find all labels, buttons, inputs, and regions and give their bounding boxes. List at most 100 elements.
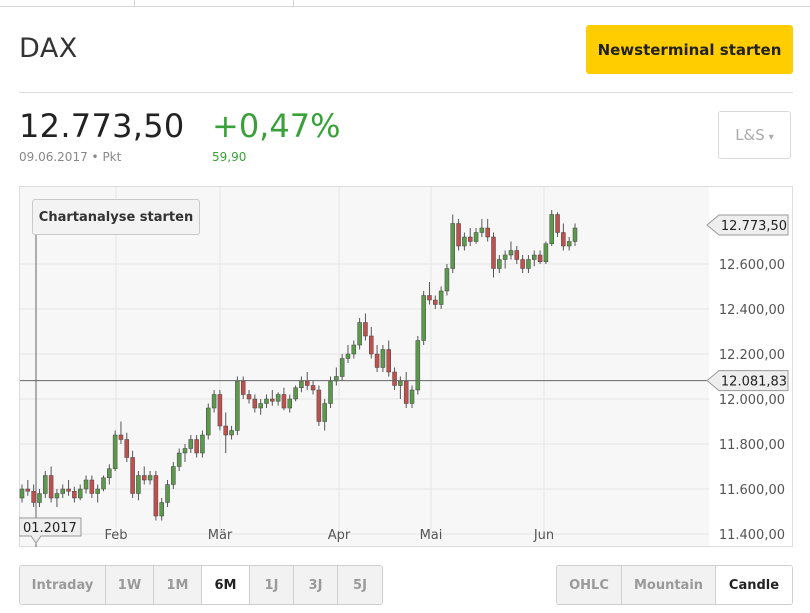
candle (473, 232, 479, 242)
candle (433, 299, 438, 305)
chart-type-ohlc[interactable]: OHLC (557, 566, 622, 604)
exchange-label: L&S (735, 126, 765, 144)
y-tick-label: 12.400,00 (719, 303, 785, 318)
candle (520, 259, 525, 269)
candle (188, 439, 194, 449)
candle (351, 344, 357, 355)
chart-canvas[interactable]: 11.400,00 11.600,00 11.800,00 12.000,00 12.2… (19, 186, 793, 547)
range-tab-3j[interactable]: 3J (294, 566, 338, 604)
change-absolute: 59,90 (212, 150, 247, 164)
chart-type-mountain[interactable]: Mountain (622, 566, 716, 604)
candle (37, 493, 42, 503)
candle (316, 389, 322, 422)
candle (444, 268, 450, 292)
range-tab-5j[interactable]: 5J (338, 566, 382, 604)
candle (31, 491, 36, 503)
candle (252, 398, 258, 409)
candle (566, 241, 572, 247)
candle (229, 430, 234, 436)
candle (264, 398, 269, 404)
candle (206, 407, 211, 436)
candle (77, 488, 83, 499)
top-tab-strip (0, 0, 810, 7)
candle (182, 448, 188, 454)
candle (543, 243, 549, 262)
candle (328, 380, 333, 404)
price-unit: Pkt (102, 150, 122, 164)
range-selector: Intraday 1W 1M 6M 1J 3J 5J (19, 565, 383, 605)
plot-background (20, 187, 709, 546)
chart-type-candle[interactable]: Candle (716, 566, 792, 604)
candle (479, 227, 485, 233)
candle (165, 484, 170, 503)
y-tick-label: 11.800,00 (719, 438, 785, 453)
exchange-select[interactable]: L&S ▾ (718, 111, 791, 159)
y-tick-label: 11.400,00 (719, 528, 785, 543)
candle (532, 254, 537, 260)
candle (124, 439, 130, 458)
range-tab-intraday[interactable]: Intraday (20, 566, 106, 604)
chart-type-selector: OHLC Mountain Candle (556, 565, 793, 605)
candle (369, 335, 374, 355)
candle (293, 387, 298, 400)
candle (112, 434, 118, 469)
x-tick-label: Feb (104, 528, 127, 543)
candle (48, 475, 54, 499)
price-chart[interactable]: 11.400,00 11.600,00 11.800,00 12.000,00 12.2… (19, 186, 793, 547)
candle (83, 479, 89, 490)
candle (502, 254, 508, 260)
candle (200, 434, 205, 454)
range-tab-1w[interactable]: 1W (106, 566, 154, 604)
y-tick-label: 12.600,00 (719, 258, 785, 273)
candle (258, 403, 263, 409)
candle (299, 380, 304, 388)
crosshair-date-box (19, 517, 82, 544)
candle (526, 259, 531, 269)
x-tick-label: Apr (328, 528, 351, 543)
candle (555, 214, 560, 233)
candle (171, 466, 176, 485)
candle (223, 425, 228, 436)
header-divider (19, 92, 793, 93)
candle (194, 439, 199, 454)
candle (467, 236, 473, 242)
y-tick-label: 12.000,00 (719, 393, 785, 408)
candle (310, 385, 316, 391)
candle (43, 475, 48, 494)
candle (403, 380, 409, 404)
candle (392, 371, 397, 386)
candle (491, 236, 496, 269)
range-tab-1m[interactable]: 1M (154, 566, 202, 604)
candle (386, 349, 391, 373)
candle (66, 488, 71, 492)
price-date: 09.06.2017 (19, 150, 88, 164)
candle (409, 389, 415, 404)
candle (462, 236, 467, 247)
y-tick-label: 11.600,00 (719, 483, 785, 498)
candle (217, 394, 223, 427)
candle (485, 227, 490, 238)
candle (572, 227, 578, 242)
candle (19, 488, 25, 499)
chart-analysis-button[interactable]: Chartanalyse starten (32, 199, 200, 235)
candle (246, 394, 252, 400)
active-page-tab[interactable] (134, 0, 294, 6)
newsterminal-button[interactable]: Newsterminal starten (586, 25, 793, 74)
candle (118, 434, 124, 440)
y-tick-label: 12.200,00 (719, 348, 785, 363)
candle (497, 259, 502, 269)
candle (374, 353, 380, 368)
candle (95, 488, 100, 494)
range-tab-1j[interactable]: 1J (250, 566, 294, 604)
candle (304, 380, 310, 386)
candle (270, 398, 275, 402)
price-meta: 09.06.2017 • Pkt (19, 150, 122, 164)
candle (176, 452, 182, 467)
candle (25, 488, 31, 492)
candle (450, 223, 456, 269)
candle (235, 380, 240, 431)
change-percent: +0,47% (212, 107, 341, 145)
candle (380, 349, 386, 368)
last-price: 12.773,50 (19, 107, 185, 145)
range-tab-6m[interactable]: 6M (202, 566, 250, 604)
